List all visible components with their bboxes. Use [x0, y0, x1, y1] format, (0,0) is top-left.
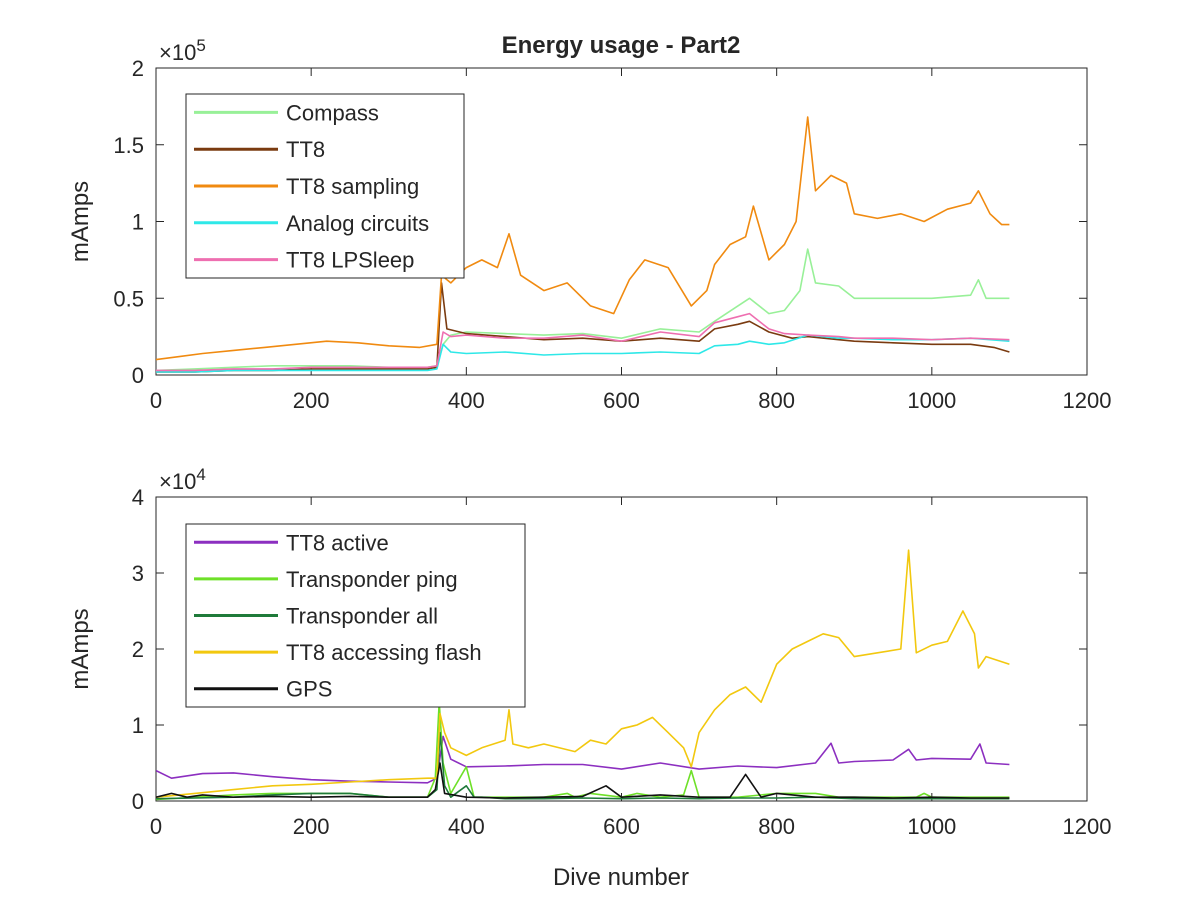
- x-tick-label: 1200: [1063, 814, 1112, 839]
- legend-label: TT8 accessing flash: [286, 640, 482, 665]
- legend-label: TT8 sampling: [286, 174, 419, 199]
- y-axis-label: mAmps: [67, 608, 94, 689]
- legend-label: Transponder ping: [286, 567, 458, 592]
- y-axis-exponent: 4: [196, 465, 205, 484]
- legend-label: TT8 active: [286, 530, 389, 555]
- series-line-gps: [156, 762, 1010, 799]
- y-tick-label: 0: [132, 789, 144, 814]
- y-axis-label: mAmps: [67, 181, 94, 262]
- x-tick-label: 200: [293, 388, 330, 413]
- legend-label: TT8: [286, 137, 325, 162]
- legend-label: Transponder all: [286, 604, 438, 629]
- y-tick-label: 1: [132, 210, 144, 235]
- top-axes: 0 200 400 600 800 1000 1200 0 0.5 1 1.5 2 ×105 mAmps C…: [67, 36, 1111, 413]
- series-group: [156, 116, 1010, 373]
- y-tick-label: 1.5: [113, 133, 144, 158]
- x-tick-label: 400: [448, 814, 485, 839]
- y-tick-label: 1: [132, 713, 144, 738]
- x-tick-label: 1000: [907, 814, 956, 839]
- x-tick-label: 800: [758, 814, 795, 839]
- x-tick-label: 0: [150, 388, 162, 413]
- series-line-tt8-accessing-flash: [156, 549, 1010, 798]
- x-tick-label: 600: [603, 814, 640, 839]
- y-tick-label: 4: [132, 485, 144, 510]
- series-line-tt8-active: [156, 735, 1010, 784]
- y-tick-label: 0: [132, 363, 144, 388]
- legend: TT8 active Transponder ping Transponder al…: [185, 523, 526, 708]
- legend-label: TT8 LPSleep: [286, 248, 414, 273]
- series-line-tt8-lpsleep: [156, 312, 1010, 372]
- series-line-tt8-sampling: [156, 116, 1010, 361]
- y-axis-multiplier: ×104: [159, 465, 206, 494]
- legend-label: GPS: [286, 677, 332, 702]
- series-line-analog-circuits: [156, 334, 1010, 373]
- legend: Compass TT8 TT8 sampling Analog circuits TT8…: [185, 93, 465, 279]
- y-tick-label: 0.5: [113, 286, 144, 311]
- y-axis-exponent: 5: [196, 36, 205, 55]
- x-tick-label: 600: [603, 388, 640, 413]
- x-tick-label: 800: [758, 388, 795, 413]
- y-axis-multiplier: ×105: [159, 36, 206, 65]
- y-tick-label: 2: [132, 637, 144, 662]
- x-tick-label: 1200: [1063, 388, 1112, 413]
- figure-title: Energy usage - Part2: [502, 32, 741, 59]
- x-tick-label: 400: [448, 388, 485, 413]
- x-tick-label: 1000: [907, 388, 956, 413]
- x-tick-label: 200: [293, 814, 330, 839]
- y-tick-label: 2: [132, 56, 144, 81]
- legend-label: Analog circuits: [286, 211, 429, 236]
- y-tick-label: 3: [132, 561, 144, 586]
- x-tick-label: 0: [150, 814, 162, 839]
- series-group: [156, 549, 1010, 801]
- legend-label: Compass: [286, 100, 379, 125]
- x-axis-label: Dive number: [553, 864, 689, 891]
